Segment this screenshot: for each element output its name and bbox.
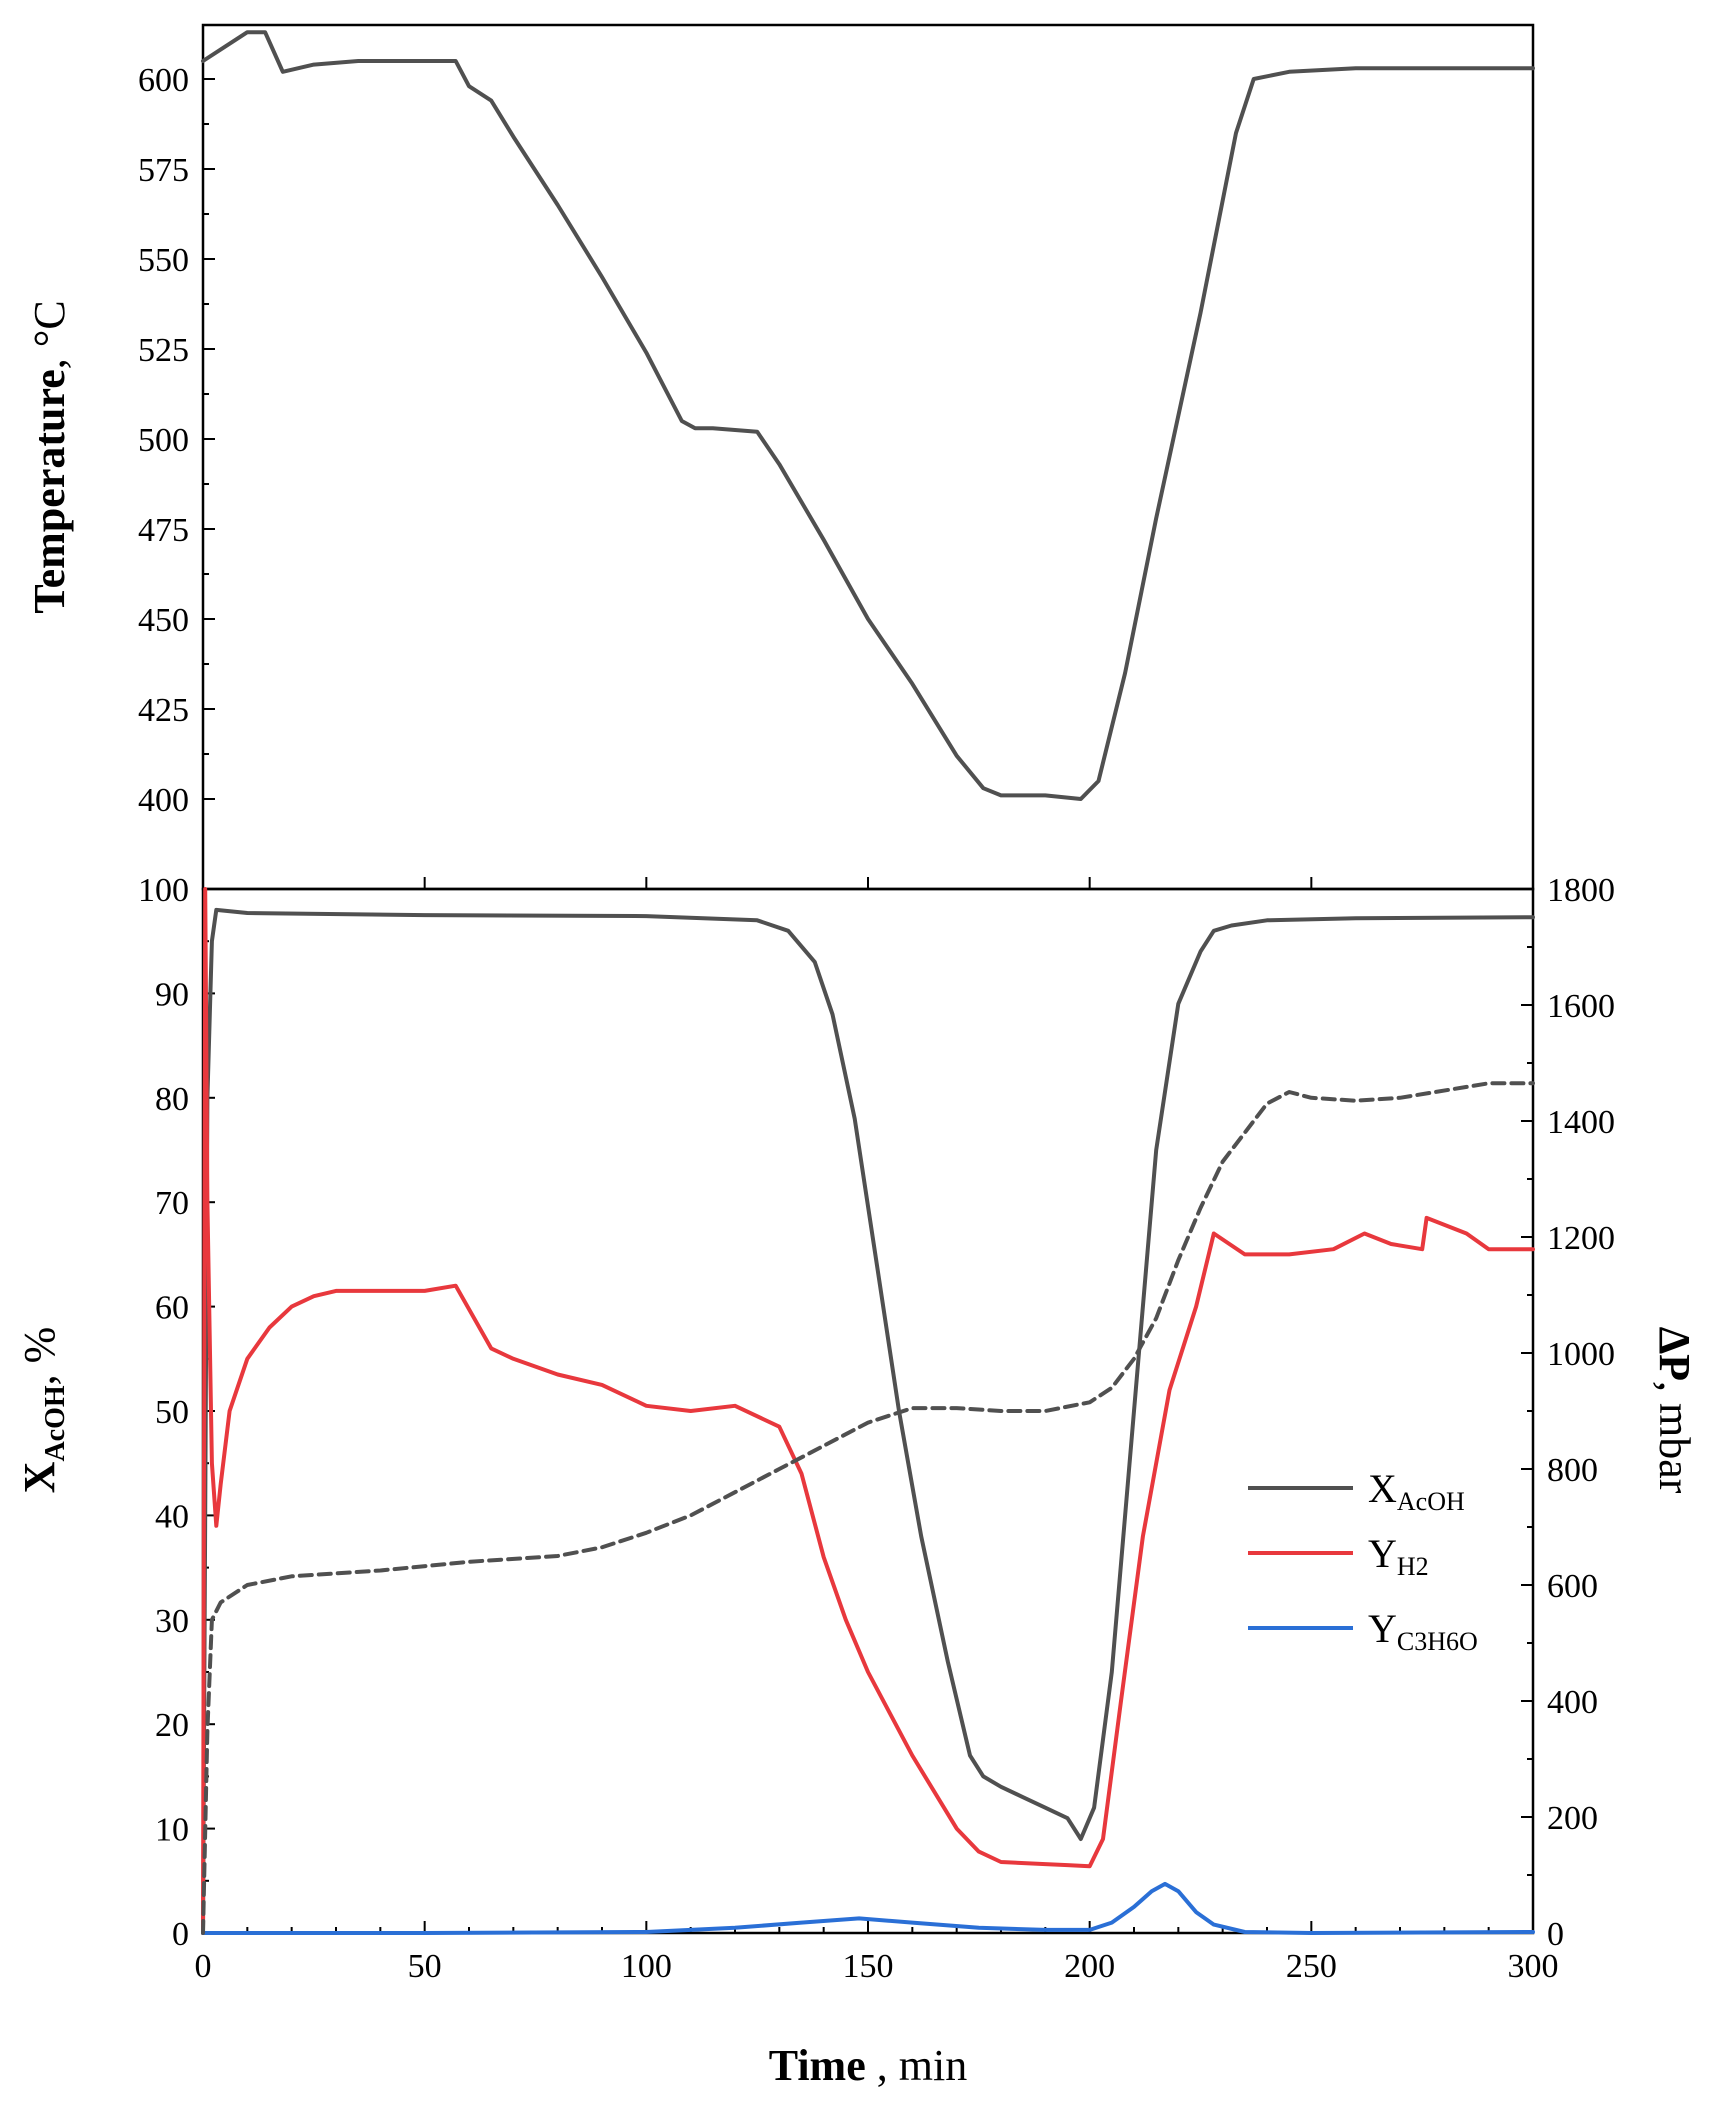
top-y-tick-label: 425 <box>138 692 189 729</box>
left-y-tick-label: 90 <box>155 976 189 1013</box>
x-tick-label: 0 <box>195 1948 212 1985</box>
left-y-tick-label: 40 <box>155 1498 189 1535</box>
right-y-tick-label: 800 <box>1547 1452 1598 1489</box>
top-y-tick-label: 400 <box>138 782 189 819</box>
x-axis-title: Time , min <box>769 2041 967 2090</box>
left-y-tick-label: 60 <box>155 1290 189 1327</box>
right-y-tick-label: 1600 <box>1547 988 1615 1025</box>
legend-label-yc3h6o: YC3H6O <box>1368 1606 1478 1656</box>
x-tick-label: 200 <box>1064 1948 1115 1985</box>
legend-label-yh2: YH2 <box>1368 1531 1429 1581</box>
right-y-tick-label: 1000 <box>1547 1336 1615 1373</box>
series-layer <box>201 30 1535 1935</box>
temperature-line <box>201 30 1535 801</box>
left-y-tick-label: 30 <box>155 1603 189 1640</box>
yc3h6o-line <box>201 1881 1535 1935</box>
right-y-tick-label: 400 <box>1547 1684 1598 1721</box>
left-y-tick-label: 0 <box>172 1916 189 1953</box>
x-tick-label: 50 <box>408 1948 442 1985</box>
left-y-tick-label: 10 <box>155 1812 189 1849</box>
bottom-right-y-axis-title: ΔP, mbar <box>1650 1327 1699 1494</box>
right-y-tick-label: 1200 <box>1547 1220 1615 1257</box>
right-y-tick-label: 600 <box>1547 1568 1598 1605</box>
top-y-tick-label: 550 <box>138 242 189 279</box>
left-y-tick-label: 80 <box>155 1081 189 1118</box>
top-y-tick-label: 500 <box>138 422 189 459</box>
xacoh-line <box>201 907 1535 1935</box>
pressure-drop-line <box>201 1081 1535 1935</box>
bottom-axes: 0102030405060708090100020040060080010001… <box>138 872 1615 1985</box>
left-y-tick-label: 70 <box>155 1185 189 1222</box>
top-y-tick-label: 600 <box>138 62 189 99</box>
left-y-tick-label: 20 <box>155 1707 189 1744</box>
bottom-left-y-axis-title: XAcOH, % <box>15 1327 71 1494</box>
x-tick-label: 150 <box>843 1948 894 1985</box>
top-plot-frame <box>201 23 1535 891</box>
top-y-axis-title: Temperature, °C <box>25 300 74 613</box>
left-y-tick-label: 50 <box>155 1394 189 1431</box>
right-y-tick-label: 200 <box>1547 1800 1598 1837</box>
top-y-tick-label: 450 <box>138 602 189 639</box>
x-tick-label: 300 <box>1508 1948 1559 1985</box>
right-y-tick-label: 1800 <box>1547 872 1615 909</box>
top-y-tick-label: 475 <box>138 512 189 549</box>
right-y-tick-label: 0 <box>1547 1916 1564 1953</box>
left-y-tick-label: 100 <box>138 872 189 909</box>
top-y-tick-label: 575 <box>138 152 189 189</box>
bottom-plot-frame <box>201 887 1535 1935</box>
legend-label-xacoh: XAcOH <box>1368 1466 1465 1516</box>
x-tick-label: 250 <box>1286 1948 1337 1985</box>
x-tick-label: 100 <box>621 1948 672 1985</box>
top-y-tick-label: 525 <box>138 332 189 369</box>
legend: XAcOH YH2 YC3H6O <box>1248 1466 1478 1656</box>
right-y-tick-label: 1400 <box>1547 1104 1615 1141</box>
yh2-line <box>201 887 1535 1935</box>
top-y-axis: 400 425 450 475 500 525 550 575 600 <box>138 62 215 819</box>
